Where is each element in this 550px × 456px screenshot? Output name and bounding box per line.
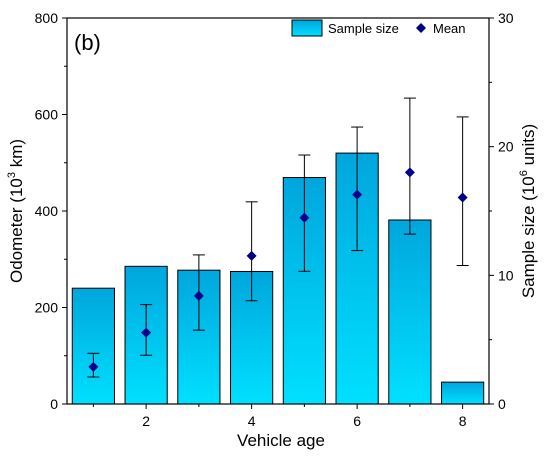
x-tick-label-8: 8 (459, 413, 467, 429)
y-right-tick-label-0: 0 (498, 396, 506, 412)
y-right-tick-label-30: 30 (498, 10, 514, 26)
legend-mean-label: Mean (433, 21, 466, 36)
y-axis-left-label: Odometer (103 km) (6, 139, 26, 283)
legend: Sample size Mean (291, 19, 466, 37)
error-bars-layer (87, 97, 469, 378)
legend-bar-swatch (291, 19, 323, 37)
bars-layer (71, 152, 485, 405)
axes-layer: 0 200 400 600 800 0 10 20 30 2 4 6 8 (35, 10, 514, 429)
x-axis-label: Vehicle age (237, 431, 325, 450)
y-left-label-sup: 3 (6, 172, 18, 178)
y-left-tick-label-600: 600 (35, 107, 59, 123)
sample-size-bar-8 (441, 381, 485, 405)
x-tick-label-4: 4 (248, 413, 256, 429)
y-right-tick-label-10: 10 (498, 267, 514, 283)
y-right-tick-label-20: 20 (498, 139, 514, 155)
mean-marker-6 (352, 189, 363, 200)
mean-marker-3 (193, 290, 204, 301)
mean-marker-1 (88, 361, 99, 372)
sample-size-bar-7 (388, 219, 432, 405)
mean-marker-7 (404, 167, 415, 178)
x-tick-label-2: 2 (142, 413, 150, 429)
y-left-tick-label-0: 0 (50, 396, 58, 412)
x-tick-label-6: 6 (353, 413, 361, 429)
y-axis-right-label: Sample size (106 units) (518, 124, 538, 298)
y-right-label-base: Sample size (10 (519, 176, 538, 298)
legend-bar-label: Sample size (328, 21, 399, 36)
mean-marker-2 (141, 327, 152, 338)
y-right-label-sup: 6 (518, 170, 530, 176)
sample-size-bar-1 (71, 287, 115, 405)
y-left-tick-label-400: 400 (35, 203, 59, 219)
legend-mean-marker (416, 23, 426, 33)
y-left-tick-label-200: 200 (35, 300, 59, 316)
y-left-tick-label-800: 800 (35, 10, 59, 26)
mean-marker-8 (457, 192, 468, 203)
mean-markers-layer (88, 167, 468, 372)
y-left-label-tail: km) (7, 139, 26, 172)
y-left-label-base: Odometer (10 (7, 178, 26, 283)
mean-marker-4 (246, 250, 257, 261)
panel-label: (b) (74, 30, 101, 55)
y-right-label-tail: units) (519, 124, 538, 170)
mean-marker-5 (299, 212, 310, 223)
